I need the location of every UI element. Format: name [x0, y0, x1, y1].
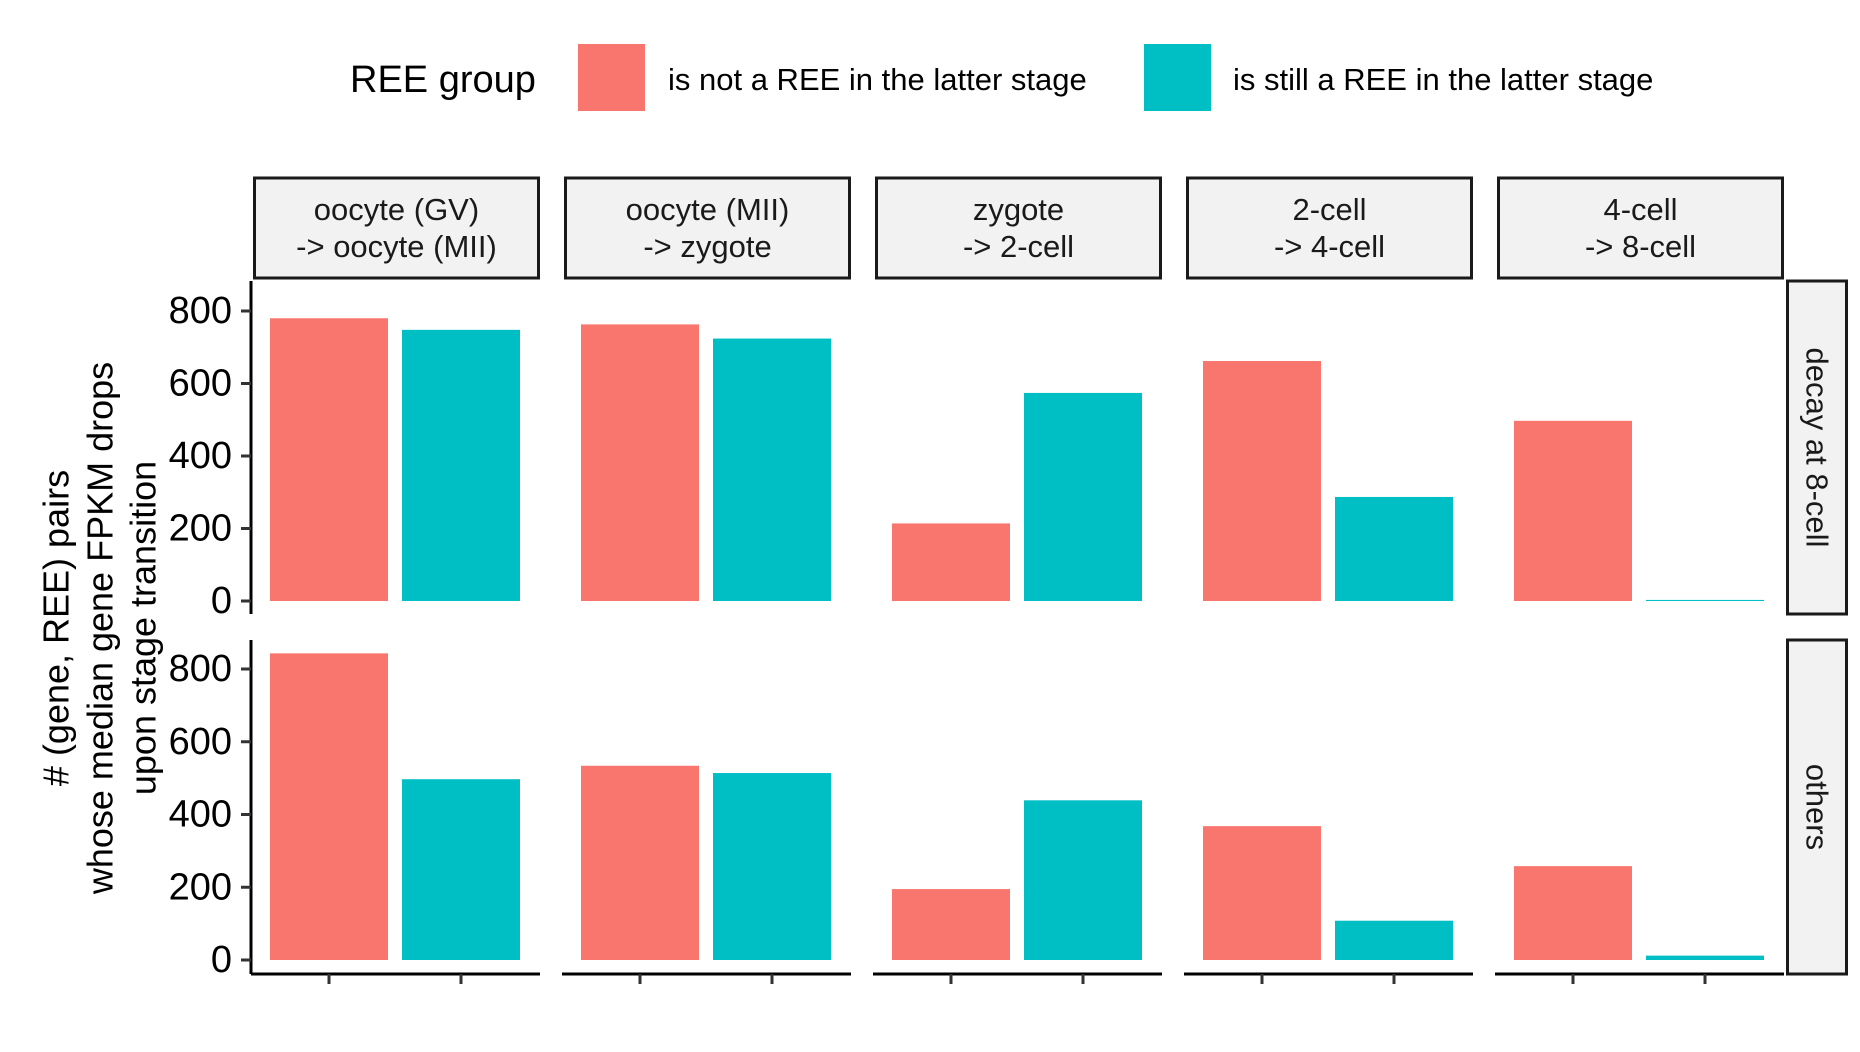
- axes: 0 200 400 600 800 0 200 400 600 800: [169, 281, 1784, 984]
- row-strip-label-0: decay at 8-cell: [1800, 348, 1835, 548]
- y-axis-label-line-0: # (gene, REE) pairs: [36, 470, 77, 786]
- bar-r0-c4-s1: [1646, 599, 1764, 601]
- bar-r1-c4-s0: [1514, 866, 1632, 960]
- bar-r1-c0-s0: [270, 653, 388, 960]
- col-strip-label-1-0: oocyte (MII): [626, 192, 790, 227]
- col-strip-label-0-1: -> oocyte (MII): [296, 229, 497, 264]
- bar-r1-c2-s0: [892, 889, 1010, 960]
- col-strip-label-4-0: 4-cell: [1603, 192, 1677, 227]
- col-strip-label-3-1: -> 4-cell: [1274, 229, 1385, 264]
- y-tick-label-0-200: 200: [169, 508, 232, 550]
- col-strip-label-4-1: -> 8-cell: [1585, 229, 1696, 264]
- bar-r0-c0-s0: [270, 318, 388, 601]
- y-tick-label-1-600: 600: [169, 721, 232, 763]
- col-strip-label-3-0: 2-cell: [1292, 192, 1366, 227]
- y-tick-label-1-800: 800: [169, 648, 232, 690]
- y-tick-label-1-0: 0: [211, 939, 232, 981]
- col-strip-label-2-0: zygote: [973, 192, 1064, 227]
- bar-r0-c3-s0: [1203, 361, 1321, 601]
- legend: REE group is not a REE in the latter sta…: [350, 44, 1653, 111]
- bar-r0-c4-s0: [1514, 420, 1632, 601]
- y-tick-label-0-600: 600: [169, 363, 232, 405]
- y-tick-label-0-800: 800: [169, 290, 232, 332]
- y-tick-label-0-0: 0: [211, 580, 232, 622]
- row-strip-1: [1786, 638, 1848, 976]
- col-strip-label-0-0: oocyte (GV): [314, 192, 479, 227]
- y-axis-label-line-1: whose median gene FPKM drops: [80, 362, 121, 895]
- row-strip-0: [1786, 279, 1848, 616]
- y-axis-label-line-2: upon stage transition: [123, 461, 164, 795]
- bar-r0-c3-s1: [1335, 496, 1453, 601]
- facet-panels: [270, 318, 1764, 960]
- bar-r0-c2-s1: [1024, 392, 1142, 601]
- bar-r0-c1-s1: [713, 338, 831, 601]
- row-strip-label-1: others: [1800, 764, 1835, 850]
- bar-r0-c2-s0: [892, 523, 1010, 601]
- y-axis-label: # (gene, REE) pairs whose median gene FPK…: [36, 362, 164, 895]
- col-strip-3: [1186, 176, 1473, 280]
- legend-title: REE group: [350, 59, 536, 101]
- facet-strips: oocyte (GV)-> oocyte (MII)oocyte (MII)->…: [253, 176, 1848, 976]
- col-strip-label-2-1: -> 2-cell: [963, 229, 1074, 264]
- bar-r1-c4-s1: [1646, 955, 1764, 960]
- y-tick-label-1-400: 400: [169, 794, 232, 836]
- bar-r1-c2-s1: [1024, 800, 1142, 960]
- legend-key-1: [1144, 44, 1211, 111]
- bar-r0-c1-s0: [581, 324, 699, 601]
- bar-r0-c0-s1: [402, 329, 520, 601]
- bar-r1-c0-s1: [402, 779, 520, 960]
- bar-r1-c1-s1: [713, 773, 831, 960]
- legend-key-0: [578, 44, 645, 111]
- col-strip-1: [564, 176, 851, 280]
- y-tick-label-1-200: 200: [169, 866, 232, 908]
- bar-r1-c3-s0: [1203, 826, 1321, 960]
- legend-label-1: is still a REE in the latter stage: [1233, 62, 1653, 97]
- col-strip-label-1-1: -> zygote: [643, 229, 771, 264]
- bar-r1-c1-s0: [581, 765, 699, 960]
- y-tick-label-0-400: 400: [169, 435, 232, 477]
- bar-r1-c3-s1: [1335, 920, 1453, 960]
- col-strip-2: [875, 176, 1162, 280]
- col-strip-0: [253, 176, 540, 280]
- legend-label-0: is not a REE in the latter stage: [668, 62, 1087, 97]
- col-strip-4: [1497, 176, 1784, 280]
